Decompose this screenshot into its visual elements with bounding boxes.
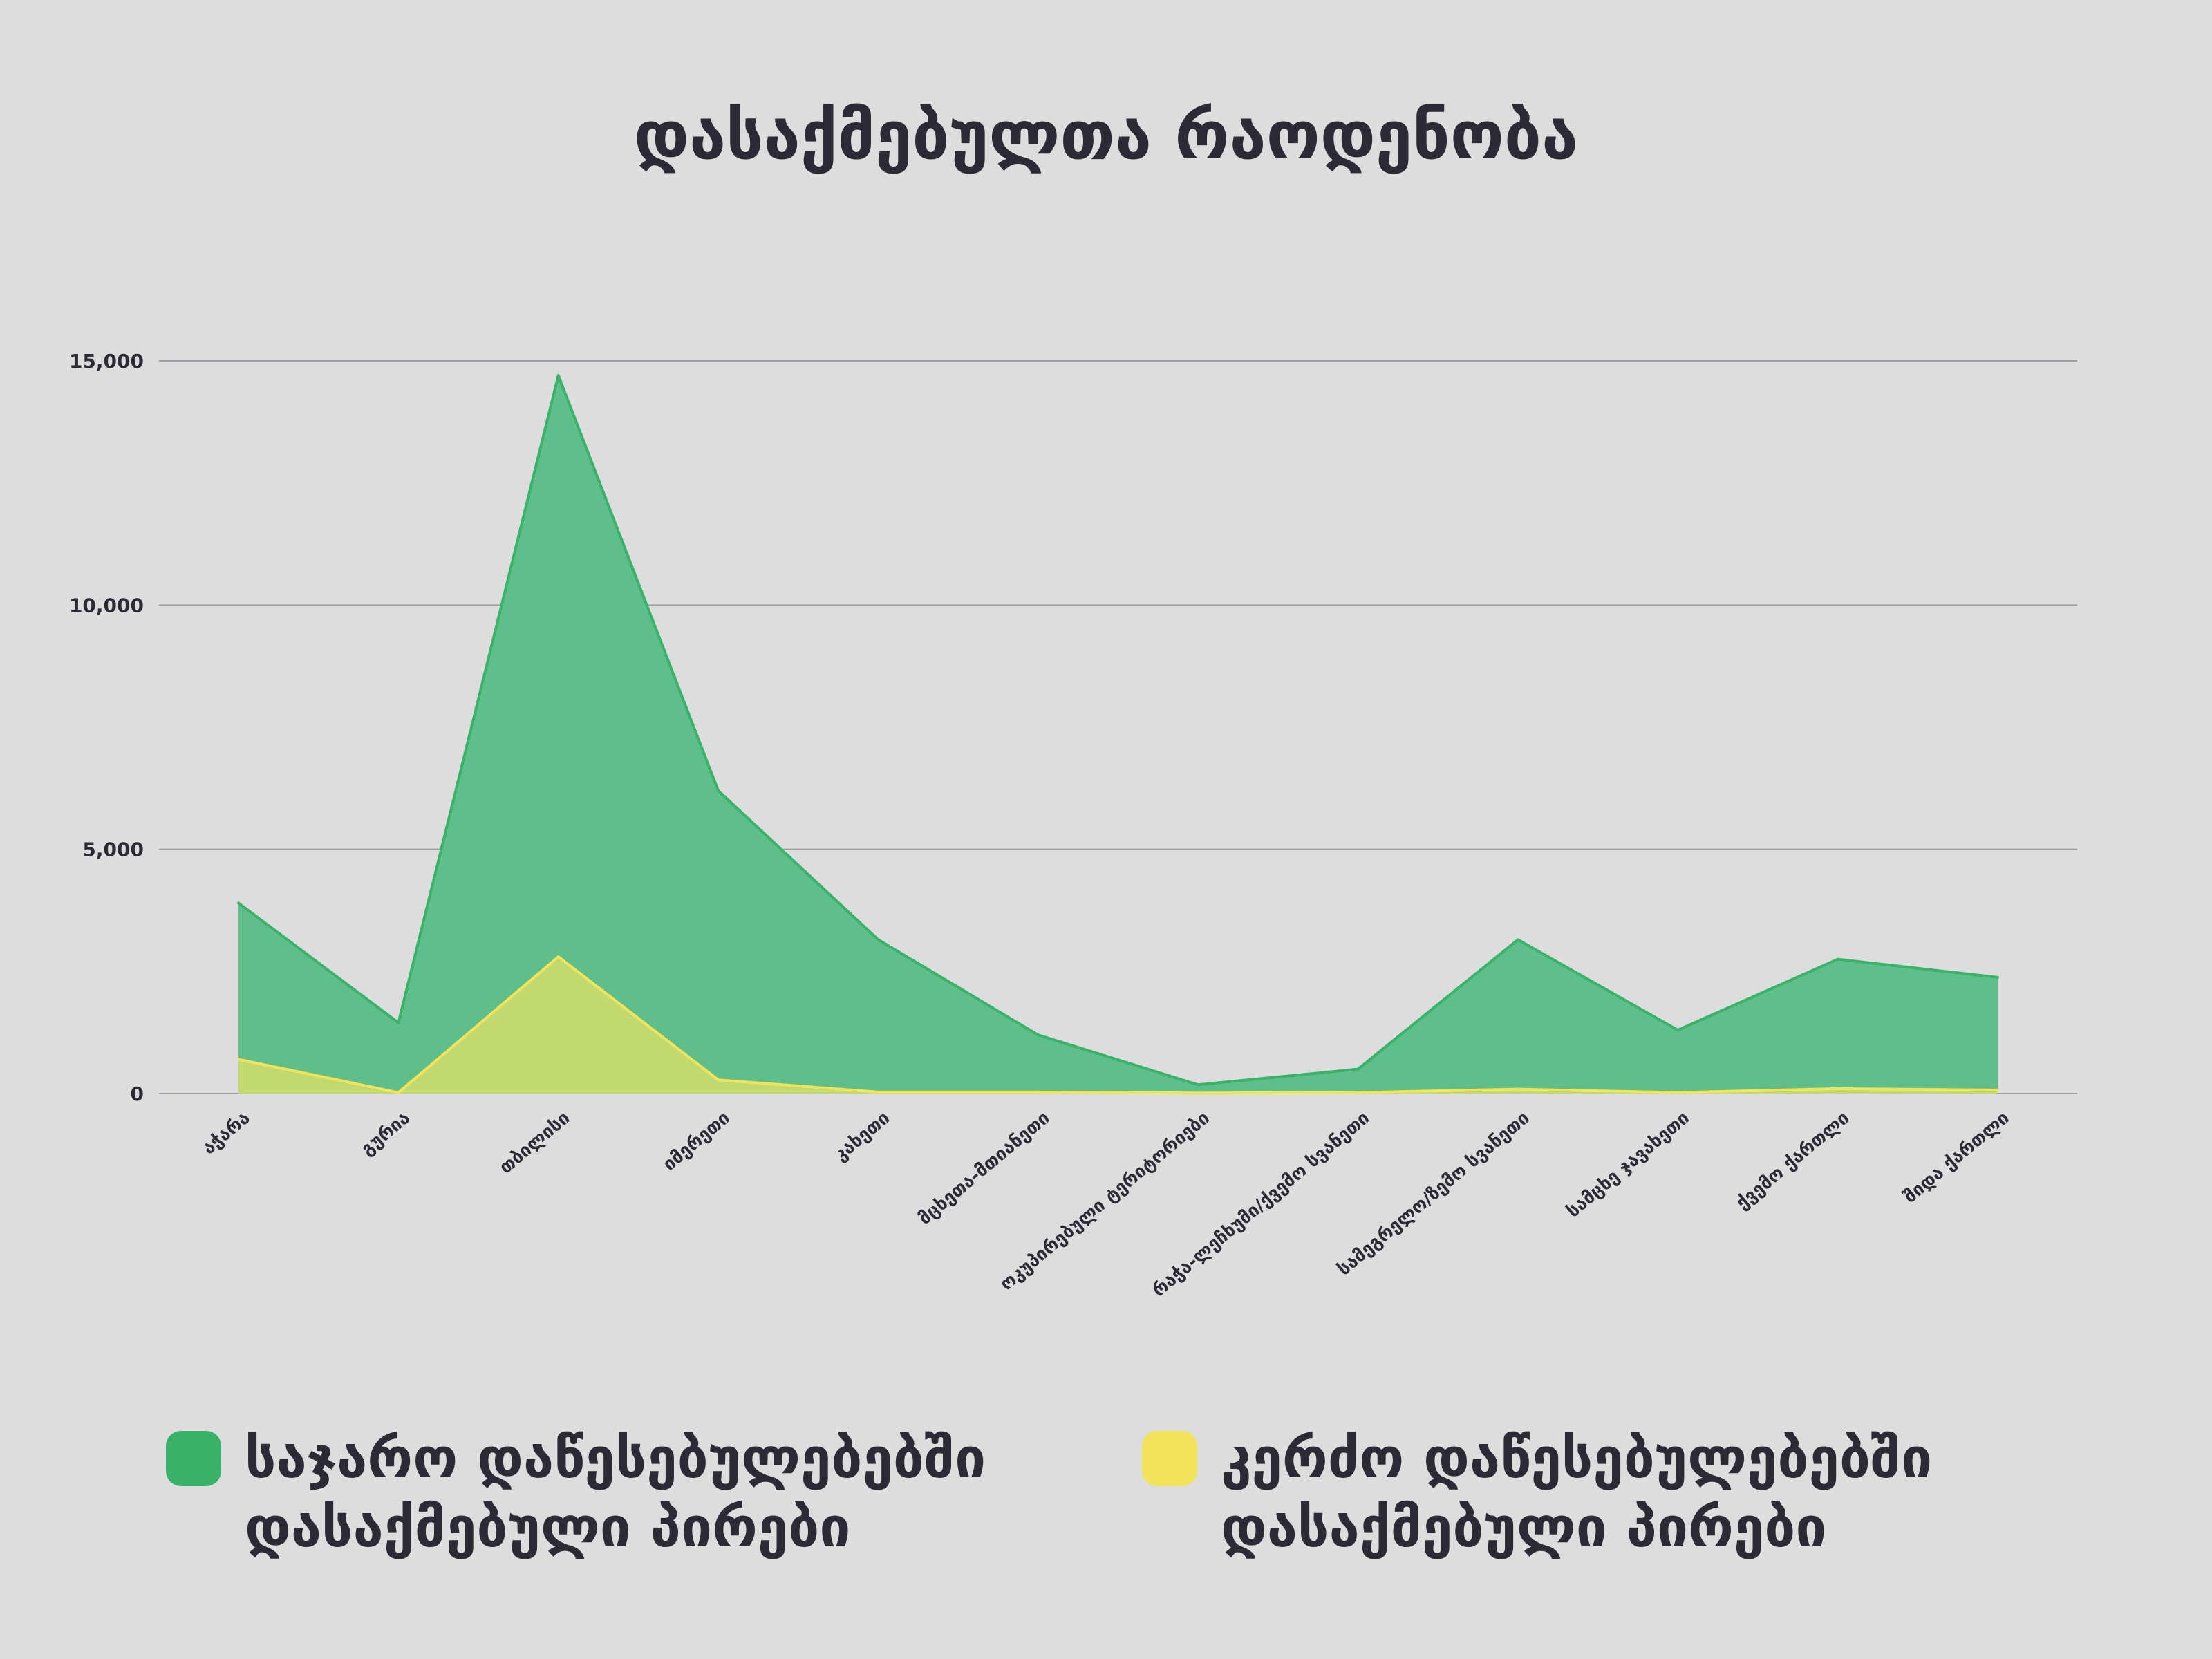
data-point xyxy=(1356,1067,1360,1071)
data-point xyxy=(556,955,560,959)
series-areas xyxy=(237,374,1999,1095)
x-axis-ticks: აჭარა გურია თბილისი იმერეთი კახეთი მცხეთა-მთი… xyxy=(198,1107,2013,1301)
y-tick-label: 5,000 xyxy=(82,838,144,861)
data-point xyxy=(1197,1083,1200,1087)
data-point xyxy=(1836,1087,1839,1090)
legend-item-public: საჯარო დაწესებულებებში დასაქმებული პირებ… xyxy=(166,1424,1109,1562)
data-point xyxy=(237,901,240,905)
x-tick-label: გურია xyxy=(357,1107,414,1160)
legend-label-private: კერძო დაწესებულებებში დასაქმებული პირები xyxy=(1221,1426,1933,1559)
data-point xyxy=(717,1078,720,1082)
data-point xyxy=(717,789,720,792)
data-point xyxy=(397,1091,400,1094)
y-tick-label: 15,000 xyxy=(69,350,144,373)
x-tick-label: თბილისი xyxy=(496,1107,574,1178)
x-tick-label: სამეგრელო/ზემო სვანეთი xyxy=(1334,1107,1534,1280)
x-tick-label: სამცხე ჯავახეთი xyxy=(1563,1107,1694,1221)
y-tick-label: 0 xyxy=(131,1082,144,1105)
data-point xyxy=(1516,1087,1519,1091)
y-tick-label: 10,000 xyxy=(69,594,144,617)
x-tick-label: კახეთი xyxy=(830,1107,893,1165)
series-line xyxy=(237,374,1998,1087)
legend-item-private: კერძო დაწესებულებებში დასაქმებული პირები xyxy=(1142,1424,2085,1562)
data-point xyxy=(237,1058,240,1061)
chart-title: დასაქმებულთა რაოდენობა xyxy=(633,97,1579,174)
series-area xyxy=(238,957,1998,1094)
data-point xyxy=(1516,938,1519,941)
data-point xyxy=(556,374,560,377)
data-point xyxy=(877,1090,880,1094)
data-point xyxy=(397,1021,400,1024)
y-axis-ticks: 0 5,000 10,000 15,000 xyxy=(69,350,144,1105)
data-point xyxy=(1836,957,1839,961)
legend-label-public: საჯარო დაწესებულებებში დასაქმებული პირებ… xyxy=(245,1426,986,1559)
x-tick-label: აჭარა xyxy=(198,1107,254,1159)
data-point xyxy=(1996,975,1999,979)
x-tick-label: იმერეთი xyxy=(659,1107,734,1174)
data-point xyxy=(877,938,880,941)
data-point xyxy=(1197,1091,1200,1095)
x-tick-label: მცხეთა-მთიანეთი xyxy=(915,1107,1053,1229)
data-point xyxy=(1036,1090,1040,1094)
legend-swatch-public xyxy=(166,1431,221,1486)
x-tick-label: შიდა ქართლი xyxy=(1900,1107,2014,1207)
data-point xyxy=(1356,1091,1360,1094)
area-chart: 0 5,000 10,000 15,000 აჭარა გურია თბილისი იმერ… xyxy=(69,350,2077,1301)
series-area xyxy=(238,375,1998,1094)
series-line xyxy=(238,955,1998,1095)
x-tick-label: ქვემო ქართლი xyxy=(1732,1107,1853,1214)
data-point xyxy=(1676,1029,1680,1032)
data-point xyxy=(1676,1091,1680,1094)
data-point xyxy=(1996,1089,1999,1092)
data-point xyxy=(1036,1033,1040,1037)
legend-swatch-private xyxy=(1142,1431,1197,1486)
